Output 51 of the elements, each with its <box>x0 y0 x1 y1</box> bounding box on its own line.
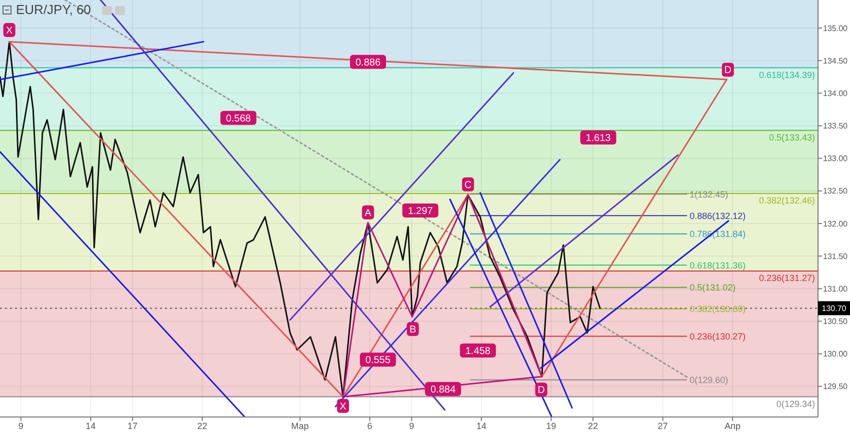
y-tick-label: 133.00 <box>823 154 848 164</box>
annotation: X <box>340 401 347 412</box>
x-tick-label: 17 <box>128 421 138 431</box>
ref-line-label: 0(129.34) <box>776 398 815 409</box>
series-label: 0.236(130.27) <box>690 331 746 342</box>
ref-line-label: 0.382(132.46) <box>758 196 815 206</box>
y-tick-label: 134.00 <box>823 88 848 98</box>
x-tick-label: 9 <box>18 421 24 431</box>
annotation: 1.613 <box>586 132 612 144</box>
x-tick-label: 22 <box>197 421 208 431</box>
x-tick-label: 6 <box>367 421 372 431</box>
ref-line-label: 0.5(133.43) <box>768 132 815 142</box>
series-label: 0.382(130.69) <box>690 304 746 314</box>
y-tick-label: 132.50 <box>823 186 848 196</box>
annotation: A <box>364 208 372 219</box>
ref-line-label: 0.618(134.39) <box>758 70 815 80</box>
y-tick-label: 130.50 <box>823 317 848 326</box>
x-tick-label: 14 <box>476 421 486 431</box>
ref-line-label: 130.70 <box>822 304 847 313</box>
ref-line-label: 0.236(131.27) <box>758 273 815 284</box>
x-tick-label: Мар <box>291 421 309 431</box>
annotation: 1.458 <box>465 346 491 358</box>
y-tick-label: 131.00 <box>823 284 848 294</box>
annotation: D <box>724 65 732 76</box>
y-tick-label: 135.00 <box>823 24 848 33</box>
x-tick-label: 27 <box>658 421 668 431</box>
chart-title: EUR/JPY, 60 <box>16 2 91 17</box>
annotation: 1.297 <box>408 206 434 217</box>
series-label: 0.618(131.36) <box>690 260 746 270</box>
annotation: X <box>6 25 13 36</box>
y-tick-label: 129.50 <box>823 382 848 392</box>
y-tick-label: 133.50 <box>823 122 848 131</box>
y-tick-label: 134.50 <box>823 56 848 66</box>
series-label: 0(129.60) <box>690 375 728 386</box>
annotation: C <box>464 180 472 191</box>
x-tick-label: Апр <box>724 421 740 431</box>
annotation: B <box>409 324 416 336</box>
x-tick-label: 22 <box>588 421 598 431</box>
x-tick-label: 19 <box>546 421 556 431</box>
x-tick-label: 9 <box>409 421 414 431</box>
annotation: D <box>538 385 545 396</box>
y-tick-label: 130.00 <box>823 350 848 359</box>
y-tick-label: 132.00 <box>823 219 848 228</box>
series-label: 0.5(131.02) <box>690 282 736 292</box>
x-tick-label: 14 <box>86 421 96 431</box>
annotation: 0.884 <box>430 384 456 396</box>
annotation: 0.555 <box>365 355 391 366</box>
annotation: 0.568 <box>226 113 252 124</box>
annotation: 0.886 <box>355 57 381 68</box>
y-tick-label: 131.50 <box>823 252 848 261</box>
series-label: 0.886(132.12) <box>690 210 746 221</box>
